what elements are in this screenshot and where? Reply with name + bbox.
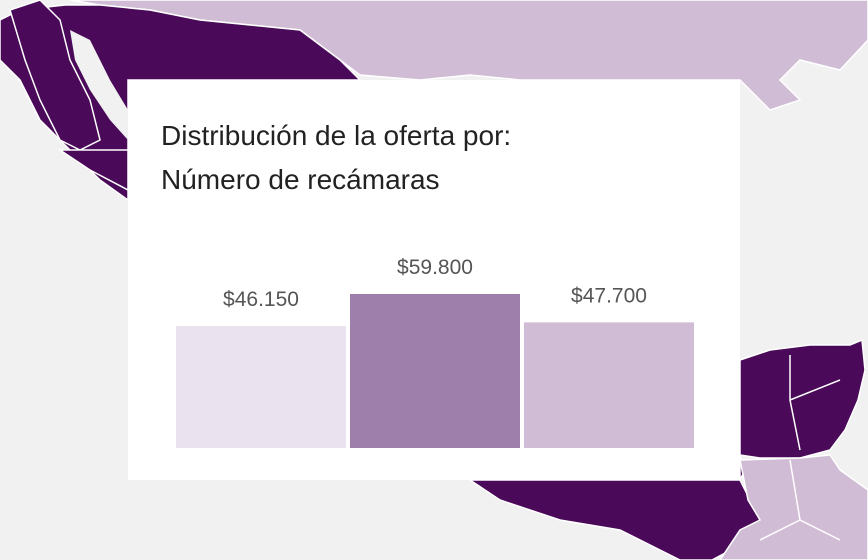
map-region-west xyxy=(57,149,129,192)
map-yucatan-border xyxy=(789,355,841,451)
bar-value-label-1: $46.150 xyxy=(223,288,299,311)
bar-1 xyxy=(176,326,346,448)
map-central-borders xyxy=(759,459,841,541)
bar-3 xyxy=(524,322,694,448)
chart-title: Distribución de la oferta por: Número de… xyxy=(161,114,721,202)
map-gulf xyxy=(70,30,128,140)
bar-value-label-2: $59.800 xyxy=(397,256,473,279)
bar-chart: $46.150 $59.800 $47.700 xyxy=(176,256,694,448)
bar-2 xyxy=(350,294,520,448)
map-region-south xyxy=(467,479,761,560)
map-region-yucatan xyxy=(739,338,866,459)
chart-title-line-1: Distribución de la oferta por: xyxy=(161,120,512,151)
map-region-baja xyxy=(9,0,101,151)
chart-title-line-2: Número de recámaras xyxy=(161,164,440,195)
bar-value-label-3: $47.700 xyxy=(571,284,647,307)
map-region-central-america xyxy=(719,454,868,560)
chart-card: Distribución de la oferta por: Número de… xyxy=(128,80,740,480)
